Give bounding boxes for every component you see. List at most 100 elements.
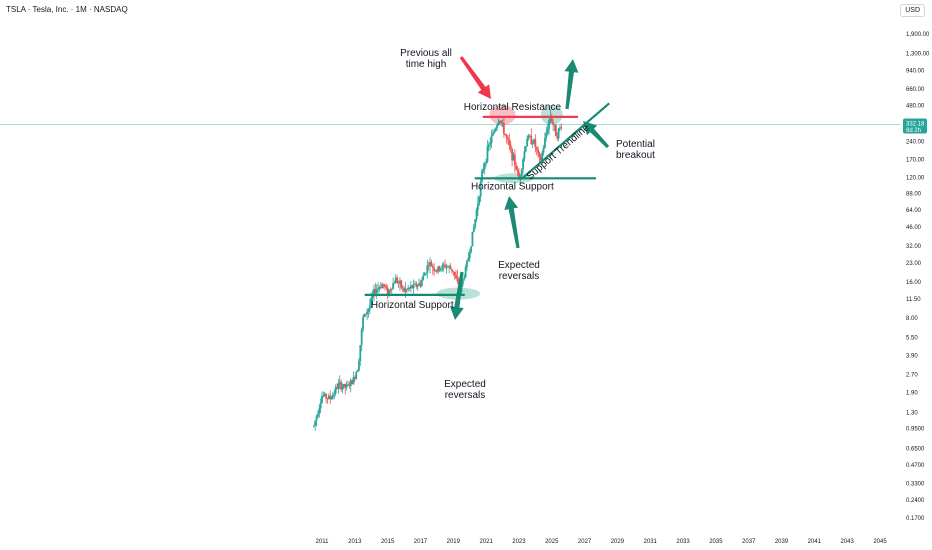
- candle: [389, 287, 392, 294]
- y-tick-label: 16.00: [906, 280, 922, 286]
- candle-body: [482, 168, 485, 171]
- candle: [422, 272, 425, 281]
- candle: [341, 383, 344, 394]
- candle: [464, 264, 467, 279]
- previous-ath-label-line1: Previous all: [400, 48, 452, 59]
- candle: [507, 135, 509, 145]
- candle-body: [556, 136, 559, 139]
- y-tick-label: 8.00: [906, 316, 918, 322]
- candle-body: [431, 266, 434, 268]
- candle-body: [549, 116, 552, 120]
- candle-body: [520, 169, 523, 176]
- candle-body: [452, 271, 455, 273]
- candle-body: [490, 135, 493, 144]
- candle: [333, 389, 336, 399]
- candle-body: [382, 284, 385, 286]
- candle-body: [394, 277, 397, 284]
- candle: [358, 358, 360, 372]
- candle-body: [325, 393, 328, 399]
- candle-body: [554, 124, 557, 137]
- candle-body: [332, 394, 334, 398]
- candle-body: [446, 266, 449, 268]
- candle: [420, 277, 423, 288]
- currency-button[interactable]: USD: [900, 4, 925, 17]
- candle-body: [399, 280, 401, 283]
- candle: [446, 265, 449, 269]
- candle: [533, 138, 535, 145]
- candle-body: [541, 152, 544, 161]
- candle-body: [467, 258, 470, 261]
- candle: [434, 269, 437, 273]
- x-tick-label: 2031: [644, 539, 658, 545]
- expected-reversals-upper-line1: Expected: [498, 260, 540, 271]
- candle: [394, 273, 397, 284]
- candle: [390, 288, 393, 295]
- candle-body: [368, 305, 371, 309]
- candle-body: [445, 266, 448, 268]
- candle: [531, 139, 534, 149]
- candle-body: [411, 285, 414, 289]
- candle-body: [364, 313, 367, 315]
- candle: [419, 280, 422, 289]
- candle-body: [341, 386, 344, 390]
- support-trendline[interactable]: [521, 102, 610, 180]
- candle: [526, 135, 529, 147]
- candle-body: [419, 283, 422, 287]
- candle-body: [390, 288, 393, 290]
- x-tick-label: 2011: [316, 539, 330, 545]
- candle: [559, 124, 561, 132]
- candle: [342, 383, 345, 389]
- candle: [362, 314, 364, 333]
- candle-body: [414, 283, 416, 285]
- last-price-tag-bg: [903, 118, 927, 134]
- horizontal-support-lower-label: Horizontal Support: [371, 300, 454, 311]
- candle: [437, 265, 440, 274]
- candle-body: [420, 280, 423, 287]
- candle: [377, 282, 379, 295]
- candle-body: [396, 277, 399, 283]
- candle: [515, 161, 518, 171]
- candle: [367, 308, 370, 318]
- expected-reversals-upper-line2: reversals: [499, 271, 540, 282]
- candle-body: [442, 264, 445, 266]
- candle: [399, 277, 401, 292]
- candle: [423, 271, 426, 276]
- candle-body: [531, 143, 534, 145]
- candle: [509, 140, 512, 153]
- candle: [453, 271, 456, 280]
- candle: [430, 259, 433, 267]
- candle-body: [513, 154, 516, 166]
- candle-body: [392, 283, 395, 289]
- candle: [415, 281, 418, 290]
- candle: [319, 398, 322, 414]
- candle-body: [486, 146, 489, 162]
- candle: [498, 120, 501, 125]
- y-tick-label: 0.6500: [906, 446, 925, 452]
- candle: [548, 119, 550, 136]
- candle-body: [379, 287, 382, 289]
- candle: [426, 259, 429, 279]
- candle-body: [545, 133, 548, 138]
- x-tick-label: 2033: [676, 539, 690, 545]
- candle-body: [504, 133, 507, 136]
- candle-body: [455, 274, 457, 279]
- candle: [351, 379, 353, 385]
- candle: [440, 268, 442, 273]
- candle: [550, 113, 553, 124]
- y-tick-label: 0.1700: [906, 516, 925, 522]
- candle-body: [522, 159, 524, 170]
- x-tick-label: 2041: [808, 539, 822, 545]
- candle-body: [512, 154, 515, 161]
- candle-body: [552, 121, 555, 125]
- candle: [461, 279, 464, 288]
- candle-body: [461, 279, 464, 285]
- candle: [546, 123, 549, 136]
- candle: [512, 151, 515, 161]
- candle-body: [553, 124, 556, 126]
- candle-body: [351, 380, 353, 385]
- expected-reversals-lower-line2: reversals: [445, 390, 486, 401]
- candle-body: [405, 289, 408, 290]
- y-tick-label: 480.00: [906, 103, 925, 109]
- candle-body: [358, 360, 360, 371]
